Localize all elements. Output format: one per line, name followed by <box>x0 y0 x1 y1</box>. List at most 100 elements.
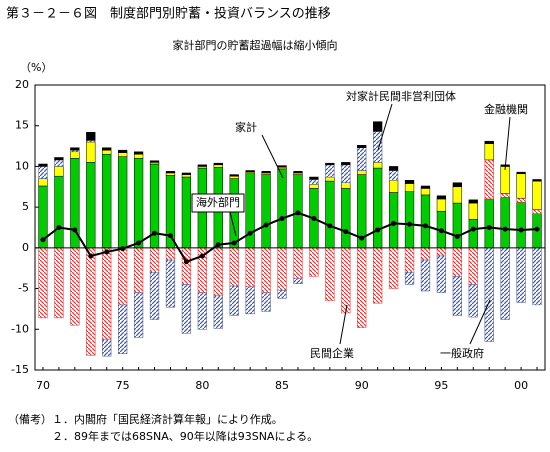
bar-segment <box>165 171 176 174</box>
line-point <box>40 237 46 243</box>
bar-segment <box>277 168 287 249</box>
bar-segment <box>357 145 367 148</box>
bar-segment <box>118 149 128 153</box>
y-tick-label: 20 <box>15 78 29 91</box>
bar-segment <box>102 247 112 341</box>
bar-segment <box>149 247 160 273</box>
bar-segment <box>341 164 351 183</box>
chart-subtitle: 家計部門の貯蓄超過幅は縮小傾向 <box>173 38 338 52</box>
bar-segment <box>404 183 415 192</box>
bar-segment <box>261 292 271 312</box>
annotation: 海外部門 <box>196 195 240 209</box>
bar-segment <box>452 186 462 204</box>
bar-segment <box>38 163 48 167</box>
bar-segment <box>197 164 207 167</box>
bar-segment <box>404 247 415 273</box>
bar-segment <box>54 159 64 167</box>
line-point <box>311 216 317 222</box>
line-point <box>199 253 205 259</box>
bar-segment <box>452 247 462 277</box>
bar-segment <box>118 152 128 157</box>
line <box>42 211 538 263</box>
bar-segment <box>309 179 319 185</box>
bar-segment <box>277 165 287 168</box>
bar-segment <box>404 272 415 285</box>
bar-segment <box>86 162 96 249</box>
line-point <box>454 233 460 239</box>
x-tick-label: 90 <box>355 379 369 392</box>
line-point <box>438 228 444 234</box>
bar-segment <box>373 247 383 304</box>
bar-segment <box>102 339 112 357</box>
bar-segment <box>181 247 192 285</box>
y-tick-label: 0 <box>22 241 29 254</box>
bar-segment <box>261 171 271 174</box>
bar-segment <box>468 247 478 285</box>
bar-segment <box>54 166 64 177</box>
line-point <box>422 223 428 229</box>
bar-segment <box>436 198 447 212</box>
line-point <box>375 227 381 233</box>
line-point <box>486 225 492 230</box>
line-point <box>136 240 142 246</box>
bar-segment <box>532 209 542 214</box>
y-unit: （%） <box>20 61 52 74</box>
bar-segment <box>133 153 144 159</box>
bar-segment <box>213 295 223 329</box>
x-tick-label: 95 <box>434 379 448 392</box>
bar-segment <box>277 289 287 299</box>
line-point <box>231 240 237 246</box>
line-point <box>343 229 349 235</box>
bar-segment <box>325 180 335 249</box>
bar-segment <box>373 131 383 163</box>
bar-segment <box>309 247 319 277</box>
line-point <box>183 259 189 265</box>
bar-segment <box>229 247 239 287</box>
bar-segment <box>420 259 431 292</box>
line-point <box>215 242 221 248</box>
bar-segment <box>181 172 192 175</box>
bar-segment <box>357 170 367 175</box>
annotation-arrows <box>191 103 511 345</box>
bar-segment <box>468 202 478 220</box>
bar-segment <box>468 284 478 318</box>
bar-segment <box>325 164 335 178</box>
bar-segment <box>229 285 239 316</box>
line-point <box>88 253 94 259</box>
bar-segment <box>404 191 415 249</box>
bar-segment <box>388 180 399 193</box>
bar-segment <box>133 158 144 249</box>
bar-segment <box>133 247 144 293</box>
bar-segment <box>70 151 80 159</box>
line-point <box>263 222 269 228</box>
bar-segment <box>197 292 207 330</box>
chart-title: 第３－２－６図 制度部門別貯蓄・投資バランスの推移 <box>6 6 331 22</box>
bar-segment <box>245 173 255 249</box>
bar-segment <box>102 147 112 151</box>
bar-segment <box>165 172 176 176</box>
line-point <box>534 226 540 232</box>
bar-segment <box>452 202 462 249</box>
bar-segment <box>54 175 64 249</box>
x-tick-label: 75 <box>116 379 130 392</box>
bar-segment <box>181 174 192 178</box>
bar-segment <box>165 247 176 261</box>
bar-segment <box>516 171 526 175</box>
bar-segment <box>261 174 271 249</box>
bar-segment <box>70 247 80 326</box>
bar-segment <box>484 140 494 144</box>
line-point <box>72 227 78 233</box>
plot-frame <box>34 84 546 371</box>
bar-segment <box>70 147 80 151</box>
bar-segment <box>293 171 303 174</box>
bar-segment <box>484 143 494 161</box>
line-point <box>279 216 285 222</box>
bar-segment <box>245 247 255 288</box>
bar-segment <box>181 176 192 249</box>
bar-segment <box>516 197 526 203</box>
annotation: 対家計民間非営利団体 <box>346 89 456 103</box>
bar-segment <box>38 166 48 179</box>
annotation: 民間企業 <box>310 346 354 360</box>
bar-segment <box>516 173 526 199</box>
